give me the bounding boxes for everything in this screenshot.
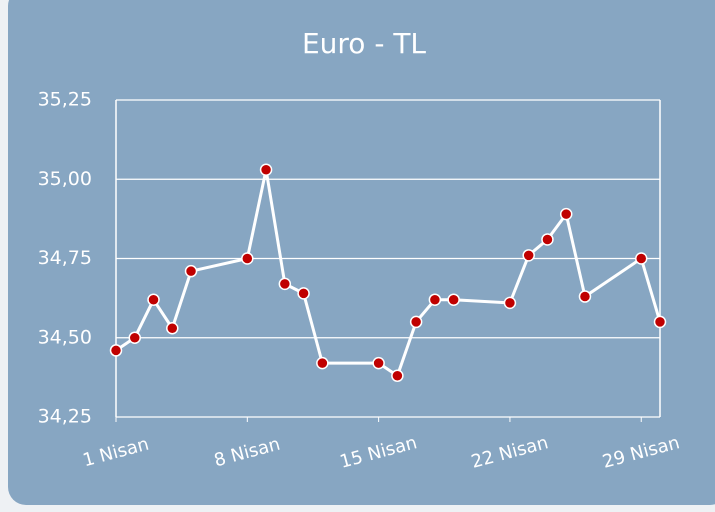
chart-title: Euro - TL bbox=[302, 27, 426, 60]
marker bbox=[391, 369, 404, 383]
marker bbox=[409, 315, 423, 329]
y-tick-label: 34,25 bbox=[38, 406, 92, 428]
marker bbox=[372, 356, 385, 370]
marker bbox=[316, 356, 329, 370]
marker bbox=[653, 315, 667, 329]
marker bbox=[447, 293, 460, 306]
marker bbox=[147, 293, 160, 306]
y-tick-label: 34,75 bbox=[38, 247, 92, 269]
marker bbox=[166, 321, 179, 335]
marker bbox=[541, 233, 554, 246]
marker bbox=[428, 293, 442, 306]
marker bbox=[522, 249, 535, 262]
y-tick-label: 35,00 bbox=[38, 168, 92, 190]
card bbox=[8, 0, 715, 505]
marker bbox=[503, 296, 517, 310]
marker bbox=[634, 252, 648, 265]
marker bbox=[259, 163, 273, 176]
y-tick-label: 34,50 bbox=[38, 326, 92, 348]
marker bbox=[278, 277, 292, 291]
marker bbox=[559, 207, 573, 221]
marker bbox=[128, 331, 142, 344]
marker bbox=[184, 264, 198, 278]
marker bbox=[109, 344, 123, 357]
y-tick-label: 35,25 bbox=[38, 89, 92, 111]
marker bbox=[297, 287, 310, 300]
line bbox=[115, 168, 662, 378]
marker bbox=[578, 290, 592, 303]
marker bbox=[241, 252, 254, 265]
